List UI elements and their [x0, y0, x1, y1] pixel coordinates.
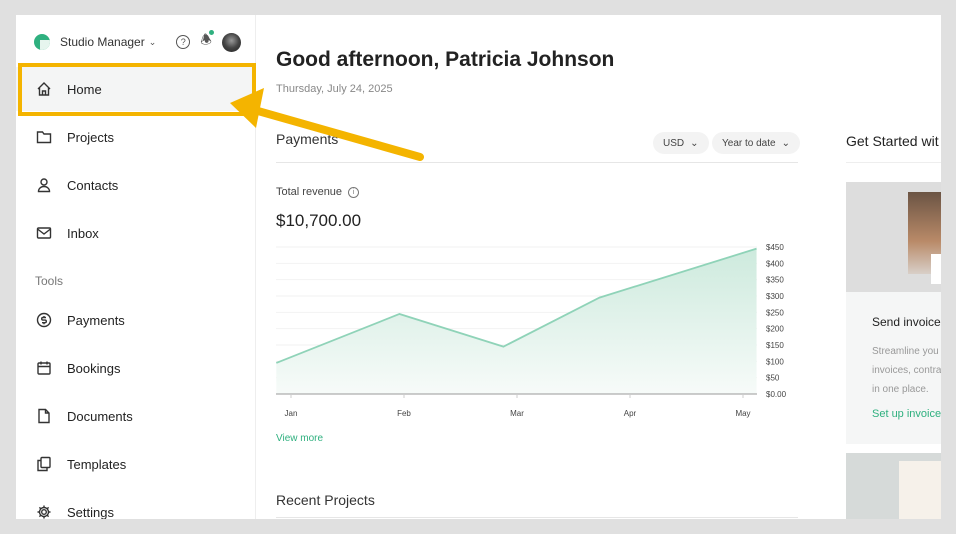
- sidebar-item-contacts[interactable]: Contacts: [16, 163, 256, 207]
- sidebar-item-label: Contacts: [67, 177, 119, 193]
- chevron-down-icon: ⌄: [690, 137, 699, 149]
- x-tick-label: Apr: [624, 409, 637, 418]
- series-line: [275, 247, 757, 364]
- divider: [846, 162, 941, 163]
- copy-icon: [37, 456, 51, 472]
- sidebar-item-label: Settings: [67, 504, 114, 520]
- total-revenue-value: $10,700.00: [276, 211, 362, 230]
- sidebar-item-templates[interactable]: Templates: [16, 442, 256, 486]
- currency-value: USD: [663, 137, 685, 149]
- total-revenue-text: Total revenue: [276, 186, 343, 198]
- sidebar: Studio Manager ⌄ ? 🕭 Home Projects Conta…: [16, 15, 256, 519]
- page-title: Good afternoon, Patricia Johnson: [276, 48, 615, 71]
- bell-icon[interactable]: 🕭: [200, 30, 214, 47]
- calendar-icon: [37, 361, 51, 375]
- sidebar-item-projects[interactable]: Projects: [16, 115, 256, 159]
- y-tick-label: $400: [766, 259, 784, 268]
- view-more-link[interactable]: View more: [276, 433, 324, 444]
- set-up-invoice-link[interactable]: Set up invoice: [872, 408, 941, 420]
- sidebar-item-payments[interactable]: Payments: [16, 298, 256, 342]
- y-tick-label: $350: [766, 276, 784, 285]
- top-bar: Studio Manager ⌄ ? 🕭: [34, 30, 244, 53]
- y-tick-label: $100: [766, 357, 784, 366]
- template-card[interactable]: [846, 453, 941, 519]
- person-icon: [37, 178, 51, 193]
- y-tick-label: $150: [766, 341, 784, 350]
- card-description: Streamline you invoices, contra in one p…: [872, 342, 941, 399]
- card-title: Send invoice: [872, 315, 941, 329]
- sidebar-item-label: Inbox: [67, 225, 99, 241]
- sidebar-item-label: Payments: [67, 312, 125, 328]
- divider: [276, 517, 798, 518]
- sidebar-item-label: Bookings: [67, 360, 121, 376]
- gear-icon: [37, 505, 51, 519]
- x-tick-label: Mar: [510, 409, 524, 418]
- currency-select[interactable]: USD ⌄: [653, 132, 709, 154]
- help-icon[interactable]: ?: [176, 35, 191, 49]
- info-icon[interactable]: i: [348, 186, 360, 198]
- chevron-down-icon: ⌄: [781, 137, 790, 149]
- current-date: Thursday, July 24, 2025: [276, 83, 393, 95]
- y-tick-label: $200: [766, 325, 784, 334]
- sidebar-item-settings[interactable]: Settings: [16, 490, 256, 519]
- sidebar-item-bookings[interactable]: Bookings: [16, 346, 256, 390]
- period-select[interactable]: Year to date ⌄: [712, 132, 800, 154]
- y-tick-label: $250: [766, 308, 784, 317]
- sidebar-item-label: Projects: [67, 129, 114, 145]
- workspace-switcher[interactable]: Studio Manager: [60, 35, 145, 49]
- sidebar-item-documents[interactable]: Documents: [16, 394, 256, 438]
- recent-projects-heading: Recent Projects: [276, 492, 375, 508]
- period-value: Year to date: [722, 137, 776, 149]
- x-tick-label: Jan: [285, 409, 298, 418]
- desc-line: Streamline you: [872, 346, 939, 357]
- y-tick-label: $300: [766, 292, 784, 301]
- send-invoice-card[interactable]: Send invoice Streamline you invoices, co…: [846, 182, 941, 444]
- x-tick-label: Feb: [397, 409, 411, 418]
- tools-section-label: Tools: [35, 274, 64, 288]
- dollar-icon: [36, 312, 52, 328]
- card-image: [846, 182, 941, 292]
- sidebar-item-label: Home: [67, 81, 102, 97]
- y-tick-label: $50: [766, 374, 780, 383]
- divider: [276, 162, 798, 163]
- y-tick-label: $0.00: [766, 390, 787, 399]
- payments-heading: Payments: [276, 131, 339, 147]
- logo-icon: [34, 34, 50, 50]
- home-icon: [37, 82, 51, 96]
- area-fill: [276, 248, 757, 394]
- revenue-chart: $0.00 $50 $100 $150 $200 $250 $300 $350 $400 $450…: [275, 243, 787, 418]
- sidebar-item-label: Templates: [67, 456, 127, 472]
- app-window: Studio Manager ⌄ ? 🕭 Home Projects Conta…: [16, 15, 941, 519]
- y-tick-label: $450: [766, 243, 784, 252]
- sidebar-item-label: Documents: [67, 408, 133, 424]
- mail-icon: [36, 227, 52, 239]
- total-revenue-label: Total revenue i: [276, 186, 360, 198]
- get-started-heading: Get Started wit: [846, 133, 939, 149]
- avatar[interactable]: [221, 32, 241, 52]
- desc-line: in one place.: [872, 384, 929, 395]
- desc-line: invoices, contra: [872, 365, 941, 376]
- folder-icon: [36, 131, 52, 144]
- highlight-box: [18, 63, 256, 116]
- x-tick-label: May: [735, 409, 750, 418]
- sidebar-item-home[interactable]: Home: [16, 67, 256, 111]
- document-icon: [38, 408, 50, 424]
- chevron-down-icon[interactable]: ⌄: [148, 36, 157, 47]
- sidebar-item-inbox[interactable]: Inbox: [16, 211, 256, 255]
